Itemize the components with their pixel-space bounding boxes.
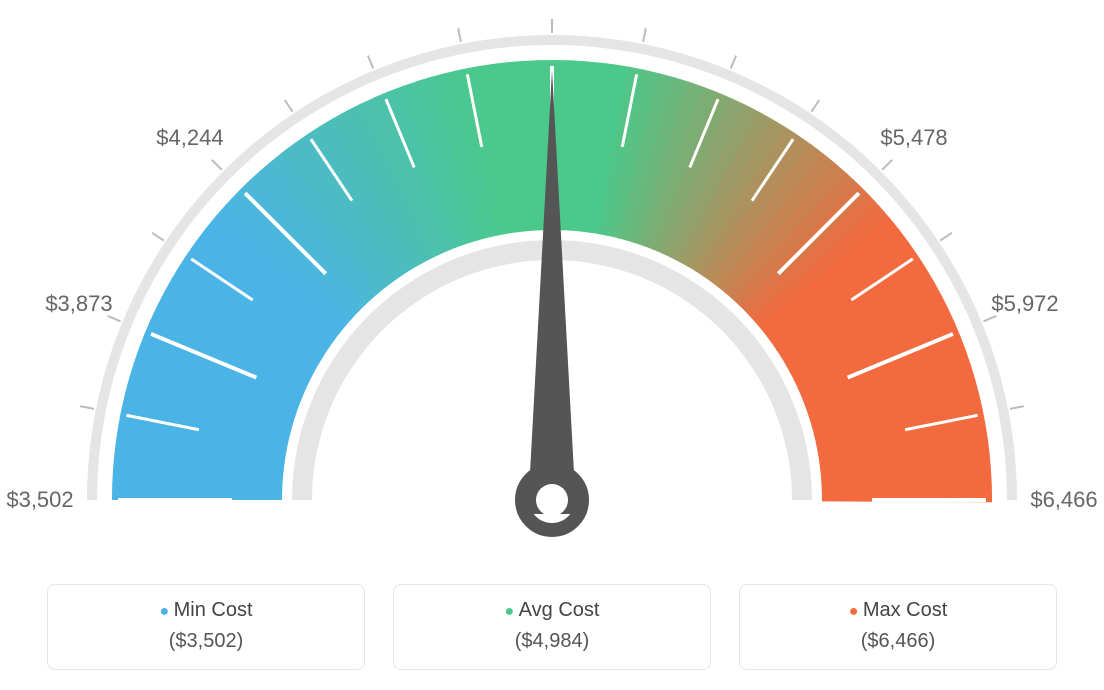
legend-title-max: Max Cost xyxy=(740,599,1056,622)
gauge-tick-label: $5,478 xyxy=(880,125,947,151)
gauge-tick-label: $6,466 xyxy=(1030,487,1097,513)
gauge-tick-label: $3,502 xyxy=(6,487,73,513)
gauge-tick-label: $5,972 xyxy=(991,291,1058,317)
legend-value-avg: ($4,984) xyxy=(394,630,710,653)
legend-title-avg: Avg Cost xyxy=(394,599,710,622)
chart-container: $3,502 $3,873 $4,244 $4,984 $5,478 $5,972 $6,4… xyxy=(0,0,1104,690)
gauge-tick-label: $3,873 xyxy=(45,291,112,317)
gauge-tick-label: $4,244 xyxy=(156,125,223,151)
gauge-tick-label: $4,984 xyxy=(518,0,585,1)
legend-title-min: Min Cost xyxy=(48,599,364,622)
legend-card-max: Max Cost ($6,466) xyxy=(739,584,1057,670)
legend-card-min: Min Cost ($3,502) xyxy=(47,584,365,670)
gauge-svg xyxy=(0,0,1104,560)
legend-value-min: ($3,502) xyxy=(48,630,364,653)
legend-row: Min Cost ($3,502) Avg Cost ($4,984) Max … xyxy=(0,584,1104,670)
legend-value-max: ($6,466) xyxy=(740,630,1056,653)
gauge-chart: $3,502 $3,873 $4,244 $4,984 $5,478 $5,972 $6,4… xyxy=(0,0,1104,560)
legend-card-avg: Avg Cost ($4,984) xyxy=(393,584,711,670)
